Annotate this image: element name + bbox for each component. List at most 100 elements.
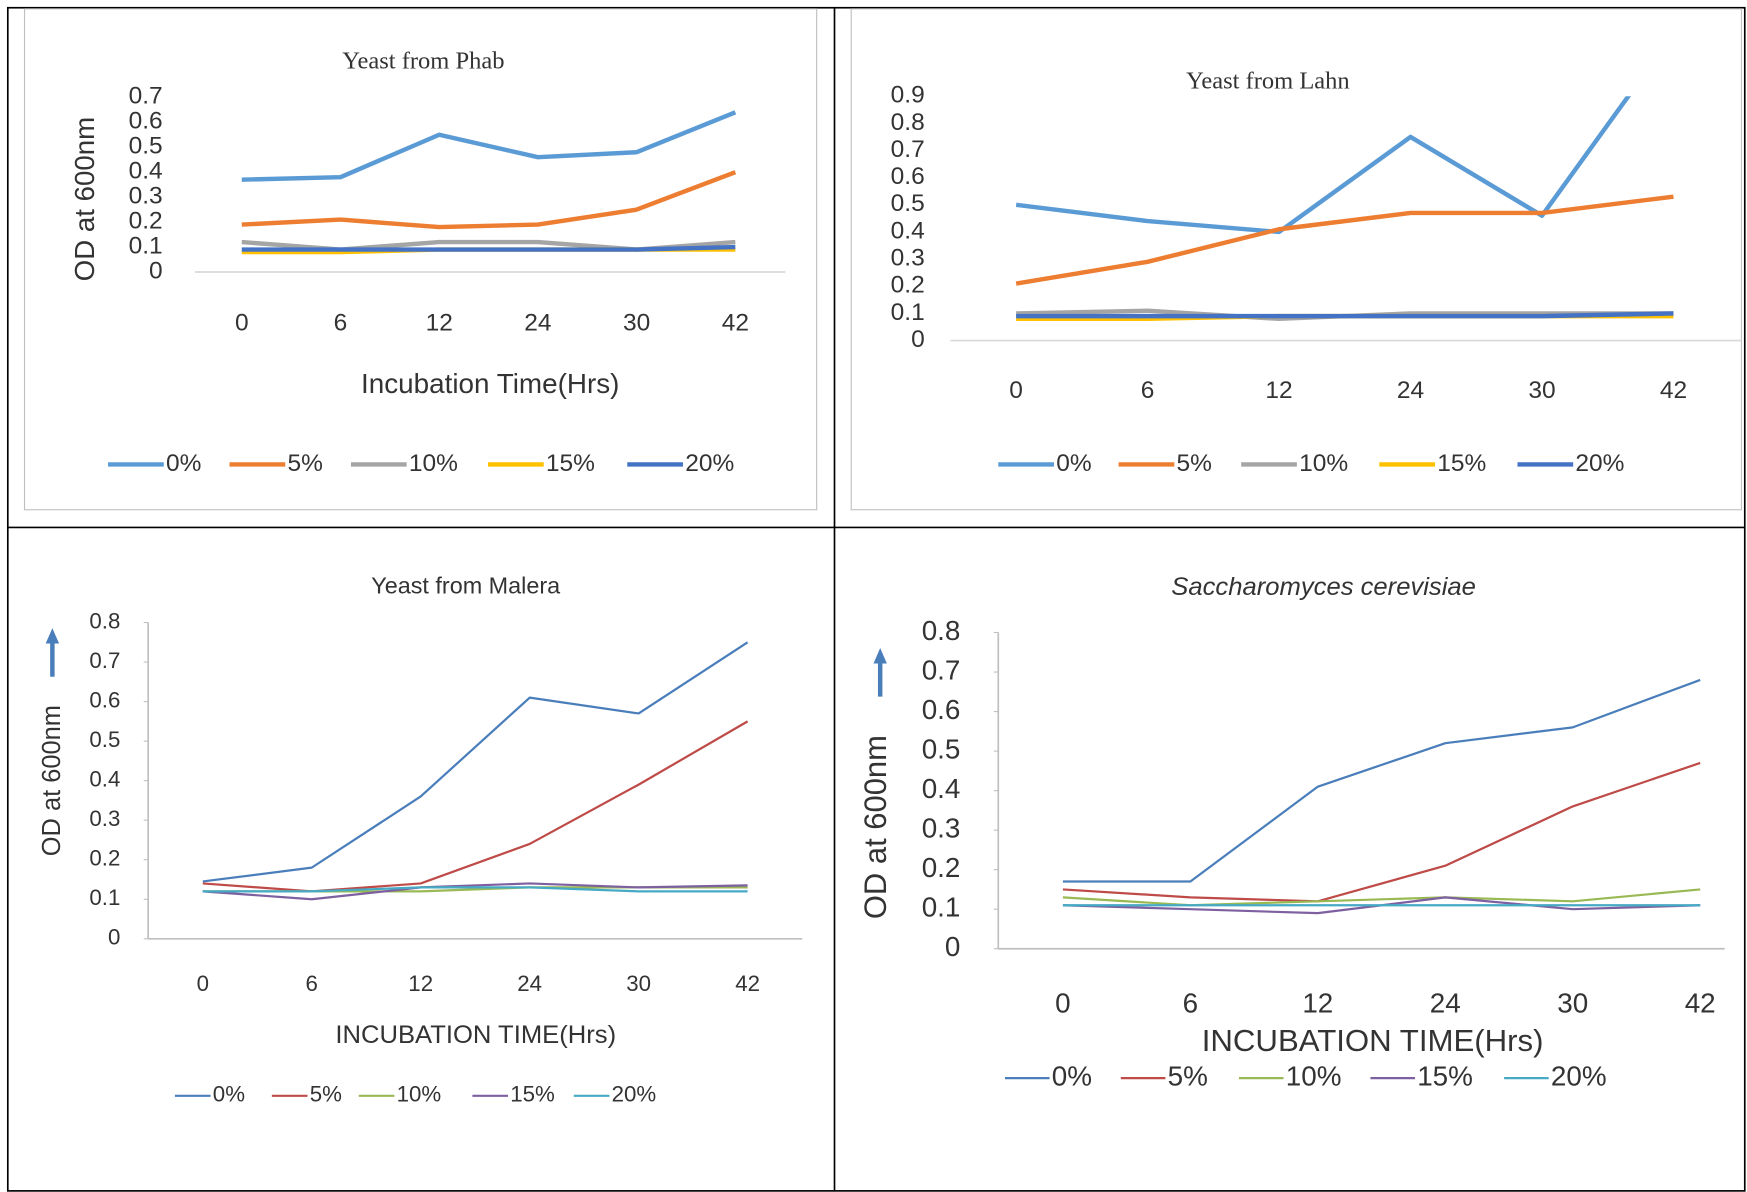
- legend-label: 10%: [1286, 1061, 1342, 1092]
- legend-label: 15%: [546, 450, 595, 477]
- x-tick-label: 30: [1557, 988, 1588, 1019]
- series-line: [1015, 194, 1674, 286]
- y-tick-label: 0.6: [129, 108, 163, 135]
- plot-area: [241, 110, 737, 255]
- y-tick-label: 0: [149, 258, 163, 285]
- legend-label: 15%: [510, 1082, 555, 1107]
- x-tick-label: 24: [1430, 988, 1461, 1019]
- y-tick-label: 0.2: [89, 846, 120, 871]
- legend-label: 0%: [213, 1082, 245, 1107]
- x-tick-label: 24: [517, 971, 542, 996]
- y-tick-label: 0.2: [891, 272, 925, 299]
- legend-label: 5%: [1177, 450, 1212, 477]
- y-axis-label: OD at 600nm: [38, 705, 66, 856]
- y-tick-label: 0.4: [891, 217, 925, 244]
- legend-label: 10%: [397, 1082, 442, 1107]
- x-tick-label: 12: [1302, 988, 1333, 1019]
- x-tick-label: 12: [426, 309, 453, 336]
- legend-label: 15%: [1417, 1061, 1473, 1092]
- legend-label: 20%: [1575, 450, 1624, 477]
- legend-label: 5%: [1168, 1061, 1208, 1092]
- y-tick-label: 0.6: [922, 694, 961, 725]
- chart-frames: [23, 8, 1742, 511]
- series-line: [1016, 311, 1674, 319]
- x-tick-label: 0: [1009, 377, 1023, 404]
- legend-label: 5%: [310, 1082, 342, 1107]
- y-tick-label: 0.6: [891, 163, 925, 190]
- series-line: [1062, 678, 1701, 883]
- x-axis-label: INCUBATION TIME(Hrs): [335, 1021, 616, 1049]
- y-tick-label: 0.2: [129, 208, 163, 235]
- y-tick-label: 0.7: [922, 654, 961, 685]
- series-line: [241, 110, 737, 182]
- y-tick-label: 0.3: [89, 806, 120, 831]
- y-tick-label: 0.7: [89, 648, 120, 673]
- y-tick-label: 0.5: [129, 133, 163, 160]
- chart-title: Yeast from Phab: [342, 48, 504, 75]
- y-tick-label: 0.8: [922, 615, 961, 646]
- y-tick-label: 0.5: [89, 727, 120, 752]
- series-line: [1015, 96, 1632, 235]
- y-tick-label: 0.8: [89, 608, 120, 633]
- series-line: [1062, 888, 1701, 907]
- legend-label: 10%: [409, 450, 458, 477]
- y-tick-label: 0.4: [89, 767, 120, 792]
- y-tick-label: 0.2: [922, 852, 961, 883]
- x-tick-label: 0: [1055, 988, 1070, 1019]
- chart-title: Yeast from Lahn: [1186, 68, 1350, 95]
- arrows: [45, 628, 887, 697]
- y-tick-label: 0.4: [129, 158, 163, 185]
- series-line: [1062, 761, 1701, 903]
- y-tick-label: 0.8: [891, 109, 925, 136]
- series-line: [202, 882, 748, 901]
- x-tick-label: 30: [626, 971, 651, 996]
- y-tick-label: 0: [911, 326, 925, 353]
- x-tick-label: 6: [1141, 377, 1155, 404]
- x-tick-label: 30: [1528, 377, 1555, 404]
- x-tick-label: 12: [408, 971, 433, 996]
- chart-title: Yeast from Malera: [371, 572, 560, 598]
- plot-area: [1062, 678, 1701, 915]
- legend-label: 20%: [612, 1082, 657, 1107]
- series-line: [241, 170, 737, 230]
- series-line: [241, 244, 736, 252]
- y-axis-label: OD at 600nm: [858, 735, 893, 919]
- y-tick-label: 0.3: [922, 813, 961, 844]
- legend-label: 10%: [1299, 450, 1348, 477]
- plot-area: [202, 641, 749, 901]
- legend-label: 0%: [1056, 450, 1091, 477]
- y-tick-label: 0.9: [891, 82, 925, 109]
- legend-label: 15%: [1437, 450, 1486, 477]
- legend-label: 5%: [287, 450, 322, 477]
- x-tick-label: 24: [1397, 377, 1424, 404]
- x-tick-label: 42: [1660, 377, 1687, 404]
- legend-label: 0%: [166, 450, 201, 477]
- chart-title: Saccharomyces cerevisiae: [1171, 573, 1476, 601]
- x-tick-label: 0: [235, 309, 249, 336]
- x-tick-label: 42: [735, 971, 760, 996]
- series-line: [202, 886, 748, 893]
- y-tick-label: 0.3: [891, 245, 925, 272]
- x-tick-label: 42: [722, 309, 749, 336]
- legend-label: 0%: [1052, 1061, 1092, 1092]
- y-tick-label: 0.5: [922, 733, 961, 764]
- legend-label: 20%: [1551, 1061, 1607, 1092]
- y-tick-label: 0: [945, 931, 960, 962]
- y-tick-label: 0.6: [89, 688, 120, 713]
- y-tick-label: 0.3: [129, 183, 163, 210]
- y-tick-label: 0.1: [922, 892, 961, 923]
- y-tick-label: 0.1: [891, 299, 925, 326]
- y-axis-label: OD at 600nm: [69, 117, 100, 281]
- y-tick-label: 0.1: [89, 885, 120, 910]
- x-tick-label: 24: [524, 309, 551, 336]
- y-tick-label: 0: [108, 925, 120, 950]
- x-tick-label: 30: [623, 309, 650, 336]
- series-line: [202, 720, 749, 893]
- x-axis-label: Incubation Time(Hrs): [361, 368, 619, 399]
- plot-area: [1015, 96, 1674, 322]
- y-tick-label: 0.5: [891, 190, 925, 217]
- y-tick-label: 0.1: [129, 233, 163, 260]
- x-tick-label: 12: [1265, 377, 1292, 404]
- x-tick-label: 42: [1685, 988, 1716, 1019]
